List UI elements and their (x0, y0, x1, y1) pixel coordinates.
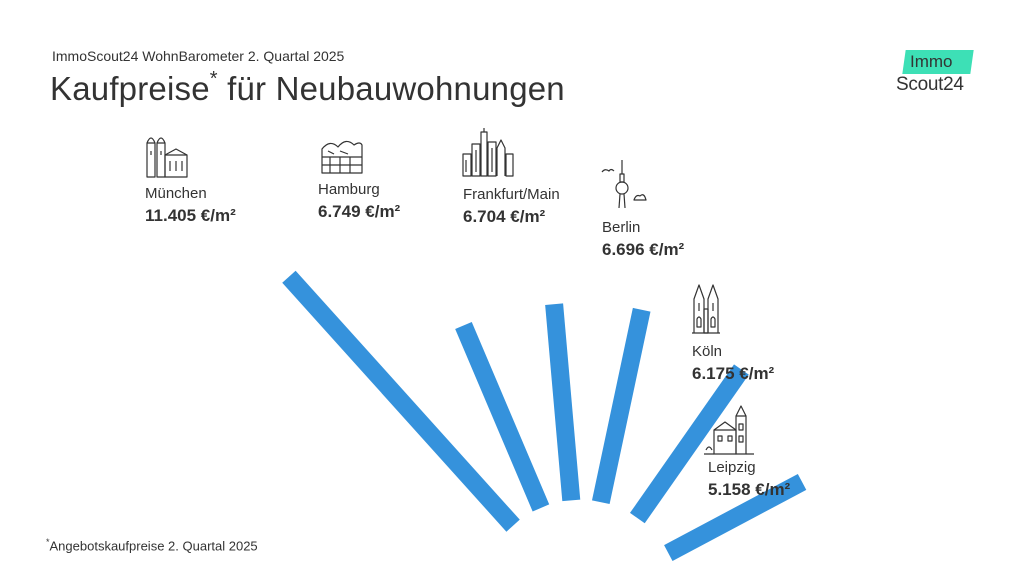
cologne-cathedral-icon (692, 285, 720, 333)
city-label-hamburg: Hamburg (318, 181, 380, 198)
city-label-munchen: München (145, 185, 207, 202)
value-label-berlin: 6.696 €/m² (602, 240, 685, 259)
berlin-tv-tower-icon (602, 160, 646, 208)
value-label-koln: 6.175 €/m² (692, 364, 775, 383)
value-label-leipzig: 5.158 €/m² (708, 480, 791, 499)
bar-frankfurt-main (545, 303, 580, 501)
value-label-hamburg: 6.749 €/m² (318, 202, 401, 221)
city-label-koln: Köln (692, 343, 722, 360)
city-label-leipzig: Leipzig (708, 459, 756, 476)
bars-group (282, 271, 806, 561)
value-label-frankfurt-main: 6.704 €/m² (463, 207, 546, 226)
hamburg-elbphilharmonie-icon (322, 141, 362, 173)
city-label-berlin: Berlin (602, 219, 640, 236)
footnote: *Angebotskaufpreise 2. Quartal 2025 (46, 537, 258, 553)
frankfurt-skyline-icon (463, 128, 513, 176)
bar-koln (630, 364, 749, 523)
bar-munchen (282, 271, 520, 532)
value-label-munchen: 11.405 €/m² (145, 206, 236, 225)
munich-church-icon (147, 138, 187, 177)
city-label-frankfurt-main: Frankfurt/Main (463, 186, 560, 203)
radial-bar-chart: München 11.405 €/m² Hamburg 6.749 €/m² Frank… (0, 0, 1024, 576)
bar-berlin (592, 308, 650, 504)
